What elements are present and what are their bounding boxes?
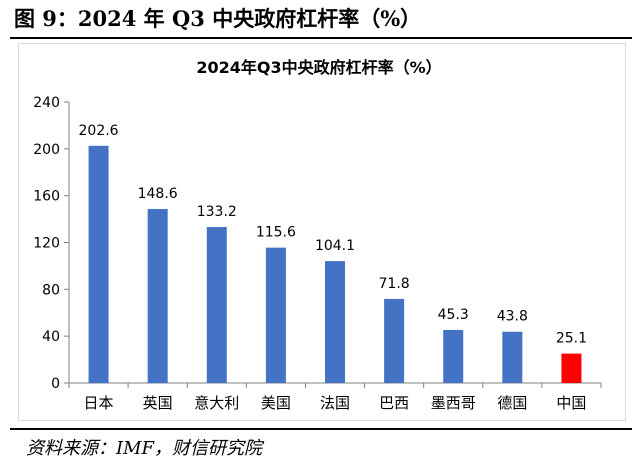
data-label-0: 202.6 <box>79 123 119 139</box>
bar-4 <box>325 261 345 383</box>
bar-2 <box>206 227 227 383</box>
chart-title: 2024年Q3中央政府杠杆率（%） <box>196 58 441 77</box>
y-tick-label: 40 <box>42 329 60 345</box>
data-label-3: 115.6 <box>256 225 296 241</box>
y-tick-label: 240 <box>33 95 60 111</box>
figure-title: 图 9：2024 年 Q3 中央政府杠杆率（%） <box>14 6 422 31</box>
bar-8 <box>561 353 582 383</box>
data-label-6: 45.3 <box>438 307 469 323</box>
x-tick-label-6: 墨西哥 <box>431 394 476 412</box>
chart-frame: 2024年Q3中央政府杠杆率（%） 0 40 80 120 160 200 240 日本 英国 意… <box>18 43 626 421</box>
bottom-rule <box>10 428 632 430</box>
axes: 0 40 80 120 160 200 240 日本 英国 意大利 美国 法国 巴西 墨西哥 德国 中国 <box>33 95 602 412</box>
bar-3 <box>265 247 286 383</box>
y-tick-label: 120 <box>33 236 60 252</box>
bars: 202.6 148.6 133.2 115.6 104.1 71.8 45.3 43.8 25.… <box>79 123 587 383</box>
x-tick-label-2: 意大利 <box>194 394 239 412</box>
data-label-8: 25.1 <box>556 331 587 347</box>
data-label-4: 104.1 <box>315 238 355 254</box>
x-tick-label-7: 德国 <box>497 394 527 412</box>
y-tick-label: 0 <box>51 376 60 392</box>
x-tick-label-1: 英国 <box>143 394 173 412</box>
y-tick-label: 80 <box>42 282 60 298</box>
data-label-5: 71.8 <box>379 276 410 292</box>
data-label-1: 148.6 <box>138 186 178 202</box>
bar-5 <box>384 298 405 383</box>
x-tick-label-5: 巴西 <box>379 394 409 412</box>
bar-chart: 2024年Q3中央政府杠杆率（%） 0 40 80 120 160 200 240 日本 英国 意… <box>33 58 602 412</box>
bar-7 <box>502 331 523 383</box>
bar-1 <box>147 209 168 383</box>
y-tick-label: 200 <box>33 142 60 158</box>
x-tick-label-4: 法国 <box>320 394 350 412</box>
bar-6 <box>443 329 464 383</box>
data-label-7: 43.8 <box>497 309 528 325</box>
x-tick-label-0: 日本 <box>84 394 114 412</box>
bar-0 <box>88 145 109 383</box>
data-label-2: 133.2 <box>197 204 237 220</box>
source-note: 资料来源：IMF，财信研究院 <box>26 438 263 459</box>
x-tick-label-3: 美国 <box>261 394 291 412</box>
top-rule <box>10 37 632 39</box>
y-tick-label: 160 <box>33 189 60 205</box>
x-tick-label-8: 中国 <box>556 394 586 412</box>
